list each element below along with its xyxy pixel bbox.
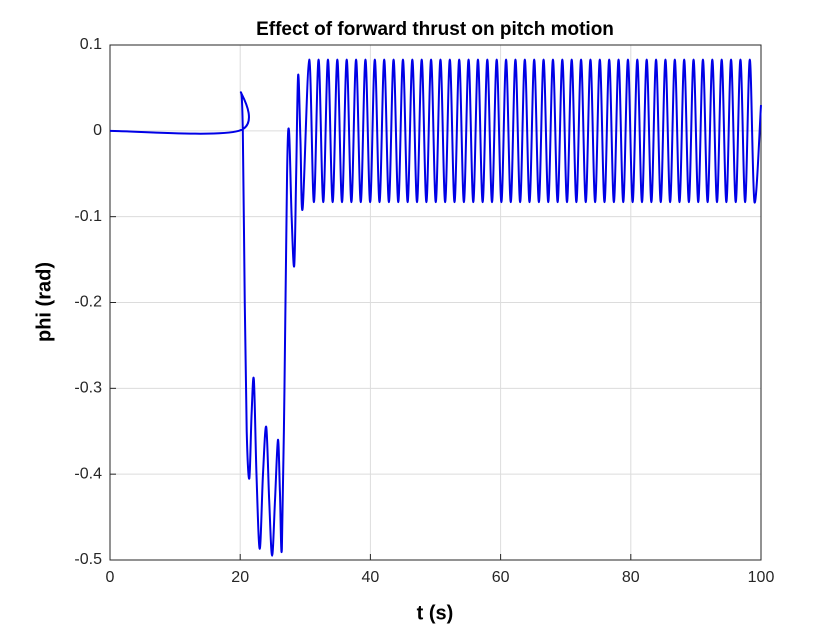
- data-line: [109, 58, 762, 557]
- y-tick-label: 0.1: [80, 36, 102, 53]
- chart-title: Effect of forward thrust on pitch motion: [256, 19, 614, 40]
- x-tick-label: 100: [748, 569, 775, 586]
- axes-box: [109, 44, 762, 561]
- y-tick-label: 0: [93, 122, 102, 139]
- y-tick-label: -0.2: [74, 294, 102, 311]
- y-tick-label: -0.4: [74, 465, 102, 482]
- x-axis-label: t (s): [417, 602, 454, 624]
- x-tick-label: 0: [106, 569, 115, 586]
- x-tick-label: 20: [231, 569, 249, 586]
- y-tick-label: -0.5: [74, 551, 102, 568]
- y-axis-label: phi (rad): [33, 262, 55, 342]
- y-tick-label: -0.1: [74, 208, 102, 225]
- x-tick-label: 80: [622, 569, 640, 586]
- y-tick-label: -0.3: [74, 380, 102, 397]
- x-tick-label: 40: [362, 569, 380, 586]
- x-tick-label: 60: [492, 569, 510, 586]
